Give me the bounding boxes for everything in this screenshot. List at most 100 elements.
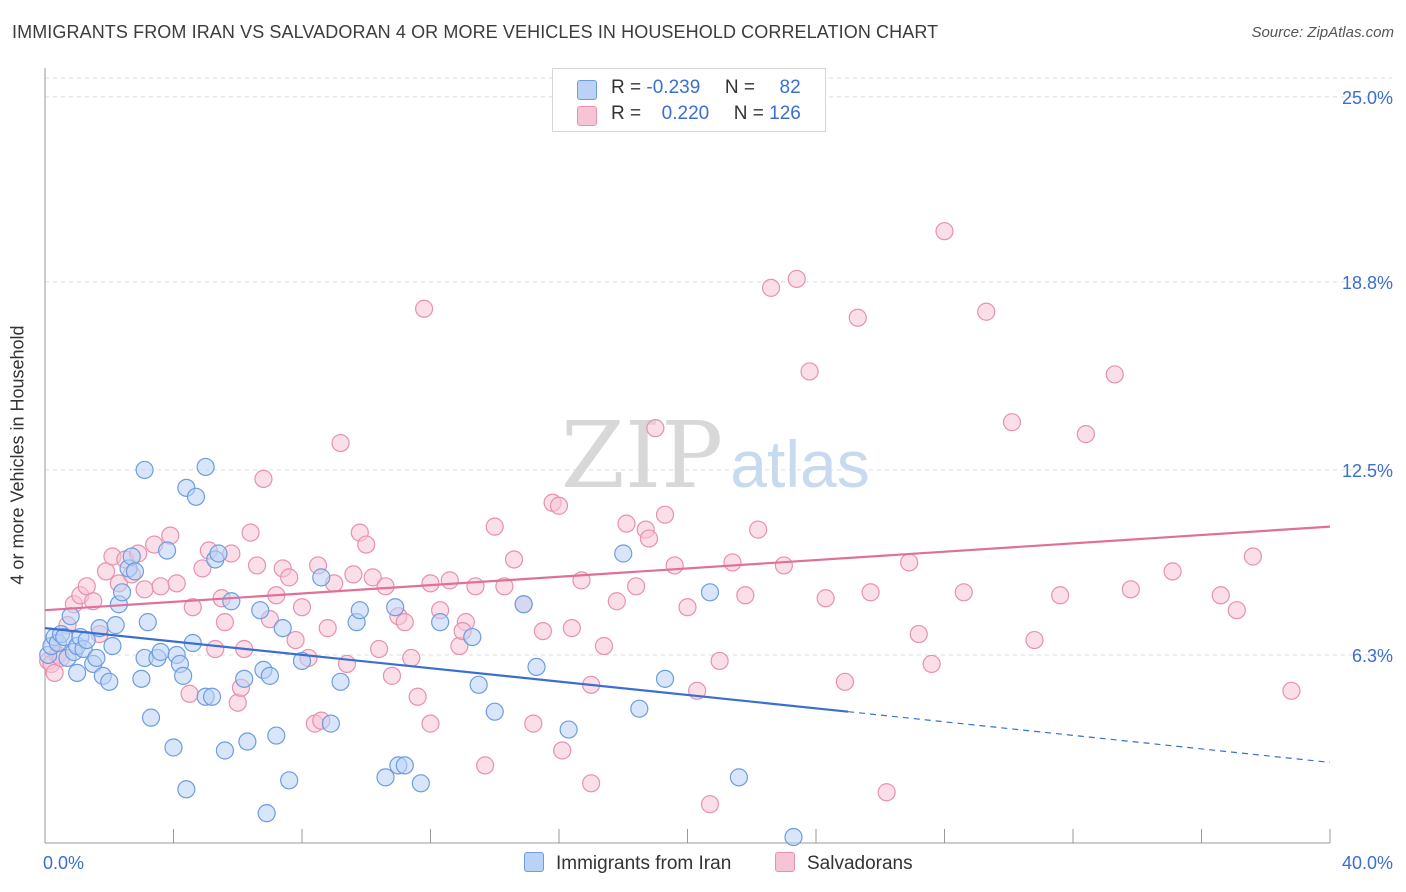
point-salvadorans bbox=[193, 559, 212, 578]
point-iran bbox=[485, 702, 504, 721]
point-salvadorans bbox=[363, 568, 382, 587]
point-iran bbox=[106, 616, 125, 635]
legend-text-salvadorans: R = 0.220 N = 126 bbox=[611, 103, 801, 125]
point-salvadorans bbox=[816, 589, 835, 608]
point-iran bbox=[280, 771, 299, 790]
point-iran bbox=[164, 738, 183, 757]
point-iran bbox=[138, 613, 157, 632]
point-salvadorans bbox=[228, 693, 247, 712]
point-salvadorans bbox=[582, 774, 601, 793]
point-salvadorans bbox=[617, 514, 636, 533]
point-salvadorans bbox=[800, 362, 819, 381]
point-salvadorans bbox=[280, 568, 299, 587]
watermark: ZIP atlas bbox=[561, 402, 870, 509]
point-salvadorans bbox=[286, 630, 305, 650]
point-salvadorans bbox=[710, 651, 729, 671]
point-salvadorans bbox=[626, 577, 646, 596]
point-salvadorans bbox=[607, 592, 626, 611]
point-salvadorans bbox=[495, 577, 514, 596]
legend-n-value: 126 bbox=[769, 103, 801, 124]
point-iran bbox=[238, 732, 257, 751]
point-salvadorans bbox=[357, 535, 376, 554]
watermark-atlas: atlas bbox=[730, 427, 869, 501]
point-salvadorans bbox=[167, 574, 186, 593]
point-iran bbox=[469, 675, 488, 694]
point-iran bbox=[251, 601, 270, 620]
trend-line-salvadorans bbox=[44, 525, 1331, 612]
point-iran bbox=[376, 768, 395, 787]
point-salvadorans bbox=[206, 639, 225, 659]
point-iran bbox=[174, 666, 193, 685]
watermark-zip: ZIP bbox=[561, 402, 723, 509]
gridlines bbox=[45, 77, 1392, 656]
point-salvadorans bbox=[402, 648, 421, 668]
bottom-legend-label-salvadorans: Salvadorans bbox=[807, 853, 913, 874]
y-tick-label: 6.3% bbox=[1352, 646, 1393, 666]
point-salvadorans bbox=[408, 687, 427, 706]
point-iran bbox=[527, 657, 546, 677]
legend-r-label: R = bbox=[611, 77, 642, 98]
point-salvadorans bbox=[655, 505, 675, 524]
point-salvadorans bbox=[215, 613, 234, 632]
point-salvadorans bbox=[292, 598, 312, 617]
point-iran bbox=[260, 666, 279, 685]
point-iran bbox=[514, 595, 533, 614]
point-salvadorans bbox=[395, 613, 414, 632]
point-iran bbox=[463, 627, 482, 647]
point-salvadorans bbox=[665, 556, 684, 575]
point-salvadorans bbox=[922, 654, 941, 674]
trend-lines bbox=[44, 525, 1331, 764]
point-salvadorans bbox=[639, 529, 659, 548]
bottom-legend-iran: Immigrants from Iran bbox=[524, 852, 731, 875]
point-salvadorans bbox=[382, 666, 402, 685]
trend-line-iran-extrapolated bbox=[848, 711, 1331, 764]
stats-legend: R = -0.239 N = 82 R = 0.220 N = 126 bbox=[552, 68, 826, 132]
point-salvadorans bbox=[533, 621, 553, 641]
point-iran bbox=[292, 651, 312, 671]
point-salvadorans bbox=[376, 577, 395, 596]
point-iran bbox=[331, 672, 350, 691]
point-iran bbox=[267, 726, 286, 745]
point-iran bbox=[257, 804, 276, 823]
point-salvadorans bbox=[151, 577, 170, 596]
trend-line-iran bbox=[44, 627, 849, 713]
point-iran bbox=[196, 457, 215, 477]
y-tick-label: 25.0% bbox=[1342, 88, 1393, 108]
point-iran bbox=[273, 619, 292, 638]
point-iran bbox=[177, 780, 196, 799]
x-tick-label-max: 40.0% bbox=[1342, 853, 1393, 873]
point-iran bbox=[312, 568, 331, 587]
point-salvadorans bbox=[421, 714, 440, 733]
point-iran bbox=[321, 714, 341, 733]
point-iran bbox=[151, 642, 170, 662]
point-iran bbox=[386, 598, 405, 617]
point-salvadorans bbox=[247, 556, 267, 575]
point-salvadorans bbox=[1051, 586, 1070, 605]
point-iran bbox=[235, 669, 254, 688]
bottom-legend-swatch-iran bbox=[524, 852, 544, 872]
point-salvadorans bbox=[900, 553, 919, 572]
source-label: Source: ZipAtlas.com bbox=[1251, 24, 1394, 41]
point-salvadorans bbox=[84, 592, 103, 611]
point-salvadorans bbox=[1243, 547, 1263, 566]
point-salvadorans bbox=[1002, 413, 1022, 432]
point-salvadorans bbox=[161, 526, 180, 545]
point-salvadorans bbox=[466, 577, 485, 596]
y-tick-label: 12.5% bbox=[1342, 461, 1393, 481]
point-iran bbox=[222, 592, 241, 611]
point-iran bbox=[350, 601, 369, 620]
point-salvadorans bbox=[1121, 580, 1140, 599]
legend-swatch-salvadorans bbox=[577, 106, 597, 126]
x-tick-label-min: 0.0% bbox=[43, 853, 84, 873]
point-iran bbox=[87, 648, 106, 668]
point-salvadorans bbox=[1211, 586, 1230, 605]
point-iran bbox=[411, 774, 430, 793]
chart-title: IMMIGRANTS FROM IRAN VS SALVADORAN 4 OR … bbox=[12, 22, 939, 42]
legend-r-value: -0.239 bbox=[646, 77, 701, 98]
point-salvadorans bbox=[549, 496, 569, 515]
point-salvadorans bbox=[485, 517, 504, 536]
point-iran bbox=[135, 460, 154, 480]
point-iran bbox=[209, 544, 228, 563]
point-iran bbox=[125, 562, 145, 581]
series-iran bbox=[39, 457, 803, 847]
